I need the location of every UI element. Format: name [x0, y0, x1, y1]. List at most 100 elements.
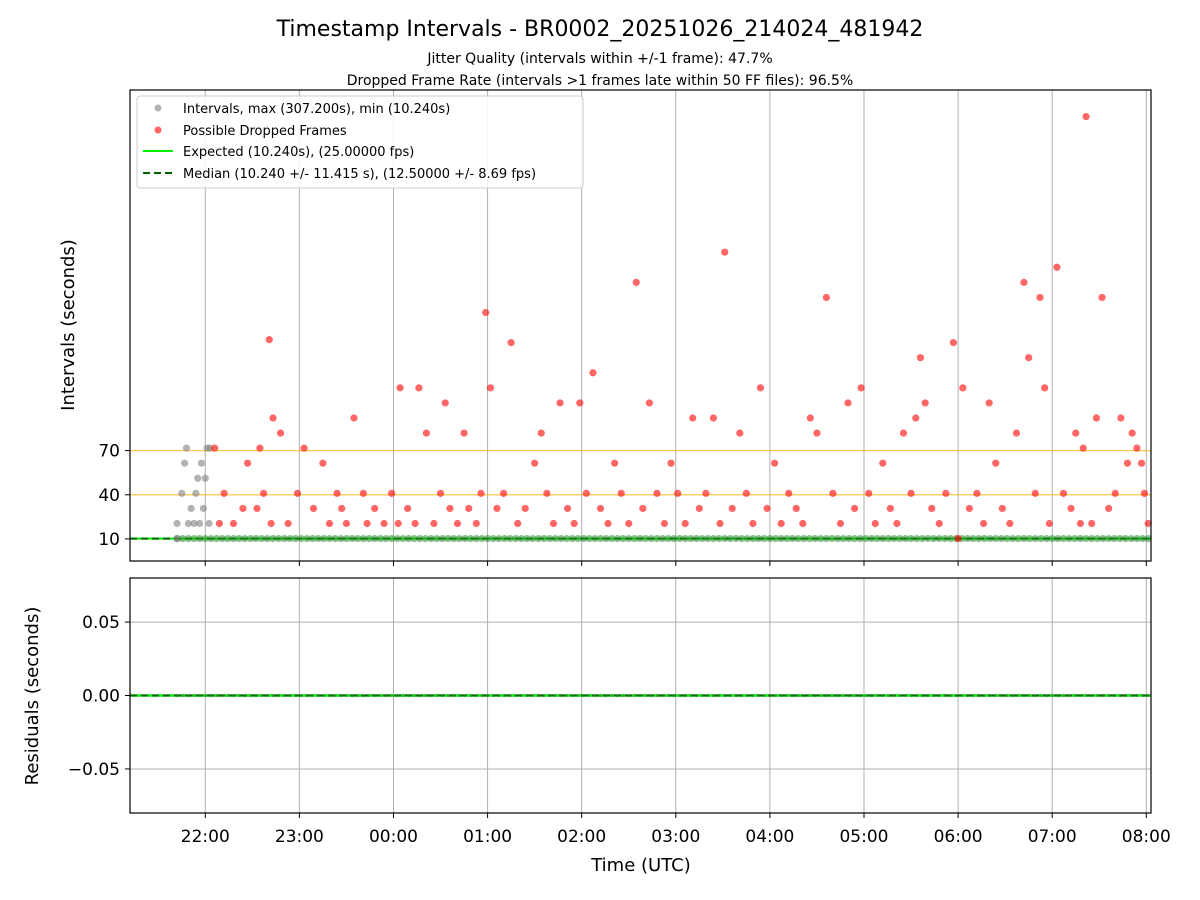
interval-point: [182, 444, 191, 452]
baseline-interval-point: [557, 534, 565, 543]
residual-point: [875, 693, 879, 698]
x-axis-label: Time (UTC): [590, 855, 691, 876]
dropped-frame-point: [935, 519, 943, 528]
baseline-interval-point: [992, 534, 1000, 543]
dropped-frame-point: [319, 459, 327, 467]
residual-point: [638, 693, 642, 698]
baseline-interval-point: [907, 534, 915, 543]
dropped-frame-point: [514, 519, 522, 528]
dropped-frame-point: [695, 504, 703, 513]
baseline-interval-point: [591, 534, 599, 543]
residual-point: [248, 693, 253, 698]
baseline-interval-point: [918, 534, 926, 543]
dropped-frame-point: [709, 414, 718, 422]
baseline-interval-point: [354, 534, 362, 543]
dropped-frame-point: [388, 489, 396, 497]
baseline-interval-point: [760, 534, 768, 543]
baseline-interval-point: [1127, 534, 1135, 543]
baseline-interval-point: [388, 534, 396, 543]
baseline-interval-point: [190, 534, 198, 543]
dropped-frame-point: [799, 519, 807, 528]
dropped-frame-point: [1076, 519, 1085, 528]
baseline-interval-point: [365, 534, 373, 543]
baseline-interval-point: [421, 534, 430, 543]
baseline-interval-point: [963, 534, 972, 543]
residual-point: [214, 693, 219, 698]
baseline-interval-point: [269, 534, 277, 543]
baseline-interval-point: [512, 534, 520, 543]
dropped-frame-point: [806, 414, 814, 422]
residual-point: [802, 693, 806, 698]
residual-point: [994, 693, 998, 698]
residual-point: [604, 693, 608, 698]
residual-point: [587, 693, 591, 698]
xtick-label-00:00: 00:00: [369, 827, 418, 847]
dropped-frame-point: [576, 399, 584, 407]
dropped-frame-point: [446, 504, 454, 513]
dropped-frame-point: [792, 504, 800, 513]
interval-point: [197, 459, 206, 467]
residual-point: [824, 693, 828, 698]
xtick-label-07:00: 07:00: [1028, 827, 1077, 847]
residual-point: [740, 693, 744, 698]
residual-point: [779, 693, 783, 698]
baseline-interval-point: [726, 534, 734, 543]
baseline-interval-point: [292, 534, 300, 543]
dropped-frame-point: [617, 489, 625, 497]
residual-point: [751, 693, 755, 698]
baseline-interval-point: [1009, 534, 1017, 543]
baseline-interval-point: [766, 534, 774, 543]
baseline-interval-point: [286, 534, 294, 543]
baseline-interval-point: [1071, 534, 1079, 543]
baseline-interval-point: [890, 534, 898, 543]
residual-point: [655, 693, 659, 698]
dropped-frame-point: [998, 504, 1006, 513]
dropped-frame-point: [1006, 519, 1014, 528]
dropped-frame-point: [465, 504, 473, 513]
dropped-frame-point: [333, 489, 341, 497]
dropped-frame-point: [1053, 263, 1061, 271]
dropped-frame-point: [256, 444, 264, 452]
baseline-interval-point: [647, 534, 655, 543]
residual-point: [423, 693, 428, 698]
dropped-frame-point: [441, 399, 449, 407]
dropped-frame-point: [1137, 459, 1146, 467]
residual-point: [892, 693, 896, 698]
residual-point: [644, 693, 648, 698]
residual-point: [615, 693, 620, 698]
residual-point: [531, 693, 535, 698]
baseline-interval-point: [1042, 534, 1051, 543]
residual-point: [254, 693, 258, 698]
residual-point: [852, 693, 857, 698]
baseline-interval-point: [483, 534, 492, 543]
dropped-frame-point: [1133, 444, 1141, 452]
residual-point: [316, 693, 320, 698]
residual-point: [1095, 693, 1099, 698]
dropped-frame-point: [338, 504, 346, 513]
residual-point: [807, 693, 812, 698]
residual-point: [1016, 693, 1020, 698]
dropped-frame-point: [472, 519, 480, 528]
dropped-frame-point: [359, 489, 367, 497]
baseline-interval-point: [1076, 534, 1085, 543]
baseline-interval-point: [241, 534, 249, 543]
dropped-frame-point: [1111, 489, 1119, 497]
residual-point: [677, 693, 682, 698]
baseline-interval-point: [850, 534, 859, 543]
dropped-frame-point: [942, 489, 950, 497]
residual-point: [390, 693, 394, 698]
baseline-interval-point: [416, 534, 424, 543]
residual-point: [683, 693, 687, 698]
baseline-interval-point: [229, 534, 238, 543]
residual-point: [559, 693, 563, 698]
baseline-interval-point: [1088, 534, 1096, 543]
baseline-interval-point: [568, 534, 576, 543]
dropped-frame-point: [293, 489, 302, 497]
dropped-frame-point: [436, 489, 445, 497]
baseline-interval-point: [946, 534, 955, 543]
dropped-frame-point: [1092, 414, 1101, 422]
residual-point: [491, 693, 495, 698]
dropped-frame-point: [865, 489, 873, 497]
dropped-frame-point: [220, 489, 228, 497]
baseline-interval-point: [980, 534, 989, 543]
